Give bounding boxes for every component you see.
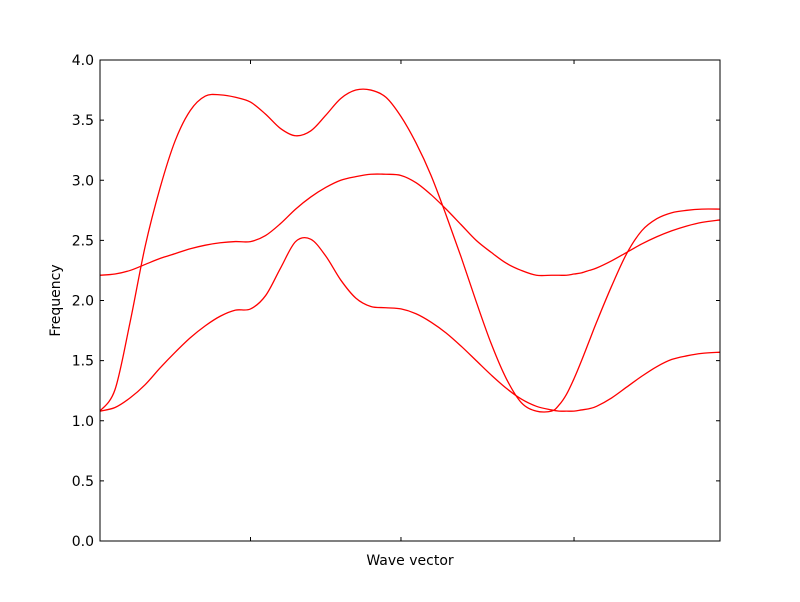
- series-lines: [99, 88, 721, 413]
- y-axis-label: Frequency: [48, 264, 64, 336]
- y-tick-label: 1.0: [72, 414, 94, 430]
- y-tick-label: 3.0: [72, 173, 94, 189]
- series-line-1: [99, 236, 721, 412]
- series-line-2: [99, 88, 721, 413]
- y-tick-label: 3.5: [72, 113, 94, 129]
- y-tick-label: 1.5: [72, 354, 94, 370]
- y-tick-labels: 0.0 0.5 1.0 1.5 2.0 2.5 3.0 3.5 4.0: [72, 53, 94, 550]
- x-axis-label: Wave vector: [366, 553, 454, 569]
- plot-background: [100, 60, 720, 541]
- y-tick-label: 0.5: [72, 474, 94, 490]
- y-tick-label: 0.0: [72, 534, 94, 550]
- plot-frame: [99, 59, 721, 542]
- series-line-3: [99, 173, 721, 277]
- y-tick-label: 4.0: [72, 53, 94, 69]
- y-tick-label: 2.5: [72, 233, 94, 249]
- y-tick-label: 2.0: [72, 294, 94, 310]
